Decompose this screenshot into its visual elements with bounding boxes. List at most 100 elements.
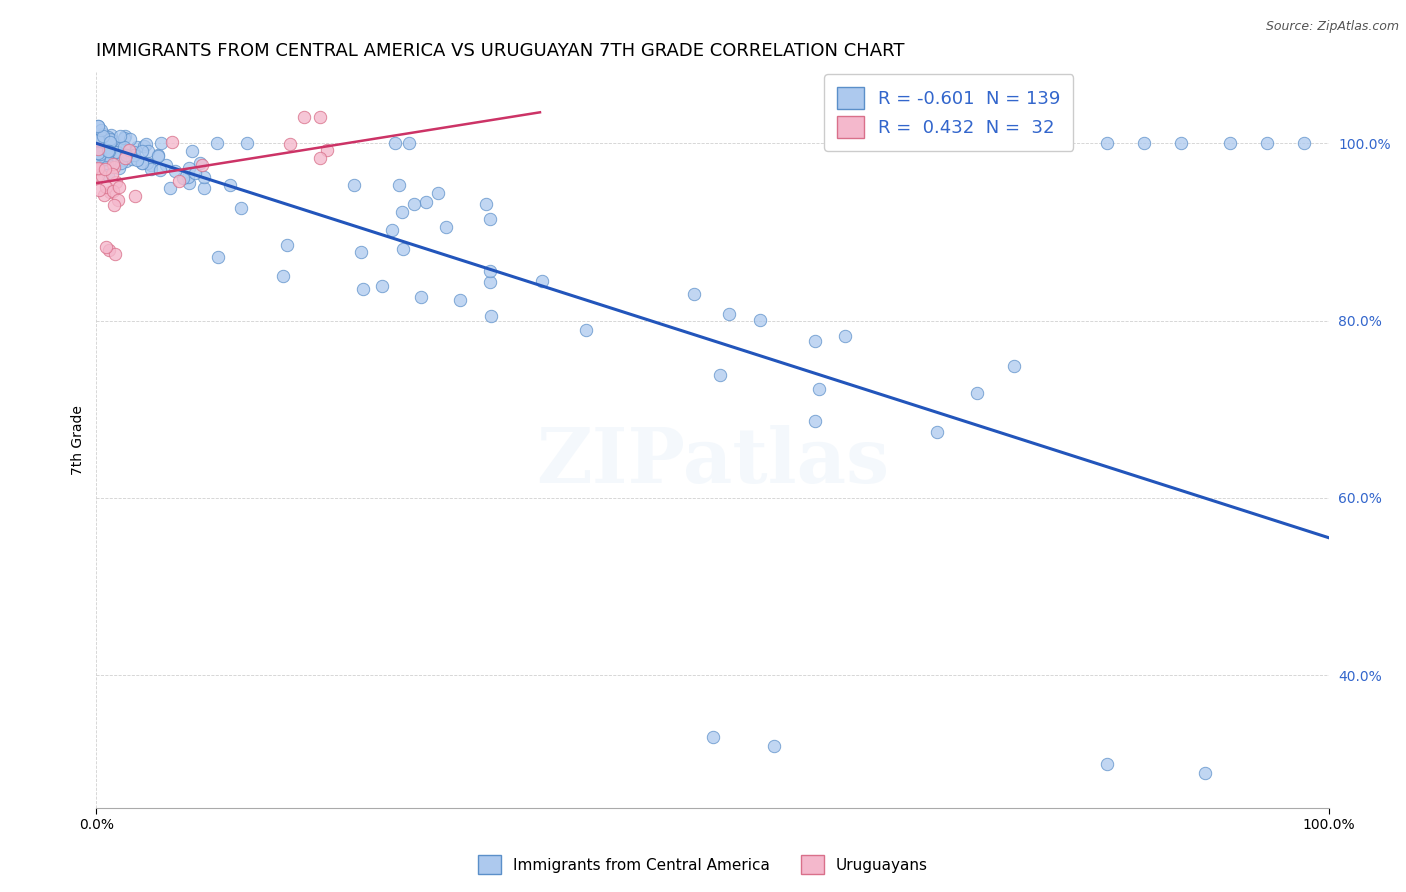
Point [96,148,118,162]
Point [87,146,110,161]
Point [391,204,413,219]
Point [108,144,131,158]
Point [449,293,471,307]
Point [138,144,160,158]
Point [104,136,127,151]
Point [107,140,129,154]
Point [114,142,136,156]
Point [184,166,207,180]
Point [132,139,155,153]
Point [966,386,988,401]
Point [114,149,136,163]
Point [163,164,186,178]
Point [86,119,108,133]
Point [103,147,125,161]
Point [101,167,124,181]
Point [177,169,200,184]
Point [309,151,332,165]
Point [350,245,373,260]
Point [343,178,366,192]
Point [124,189,146,203]
Point [96,240,118,254]
Point [804,414,827,428]
Point [229,201,252,215]
Point [402,196,425,211]
Point [97,145,120,159]
Point [475,196,498,211]
Point [763,739,786,753]
Point [136,155,159,169]
Legend: Immigrants from Central America, Uruguayans: Immigrants from Central America, Uruguay… [472,849,934,880]
Point [93,139,115,153]
Point [91,153,114,168]
Point [177,176,200,190]
Point [381,223,404,237]
Point [91,127,114,141]
Point [149,163,172,178]
Point [86,168,108,182]
Point [478,212,501,227]
Point [107,145,129,159]
Point [575,323,598,337]
Point [207,250,229,264]
Point [125,140,148,154]
Point [218,178,240,193]
Point [112,130,135,145]
Point [86,142,108,156]
Point [188,156,211,170]
Point [89,134,111,148]
Point [86,162,108,177]
Point [94,152,117,166]
Point [91,128,114,143]
Point [1095,136,1118,151]
Point [104,247,127,261]
Point [125,153,148,167]
Point [90,138,112,153]
Point [86,135,108,149]
Point [91,149,114,163]
Point [1194,765,1216,780]
Point [159,181,181,195]
Point [87,146,110,161]
Point [748,313,770,327]
Point [352,282,374,296]
Point [193,169,215,184]
Text: Source: ZipAtlas.com: Source: ZipAtlas.com [1265,20,1399,33]
Point [1002,359,1025,374]
Point [280,136,302,151]
Point [434,219,457,234]
Legend: R = -0.601  N = 139, R =  0.432  N =  32: R = -0.601 N = 139, R = 0.432 N = 32 [824,74,1073,151]
Point [718,307,741,321]
Point [87,150,110,164]
Point [803,334,825,349]
Point [110,129,132,144]
Point [834,328,856,343]
Point [478,275,501,289]
Point [271,268,294,283]
Point [530,274,553,288]
Point [112,140,135,154]
Point [87,139,110,153]
Point [86,119,108,133]
Point [115,147,138,161]
Point [167,174,190,188]
Point [150,136,173,151]
Point [236,136,259,151]
Point [316,143,339,157]
Point [87,127,110,141]
Point [160,135,183,149]
Point [371,279,394,293]
Point [90,169,112,183]
Point [146,149,169,163]
Point [122,148,145,162]
Point [384,136,406,151]
Text: ZIPatlas: ZIPatlas [536,425,889,500]
Point [97,144,120,158]
Point [91,136,114,150]
Point [98,135,121,149]
Point [98,185,121,199]
Point [426,186,449,201]
Point [114,154,136,169]
Point [105,175,128,189]
Point [98,132,121,146]
